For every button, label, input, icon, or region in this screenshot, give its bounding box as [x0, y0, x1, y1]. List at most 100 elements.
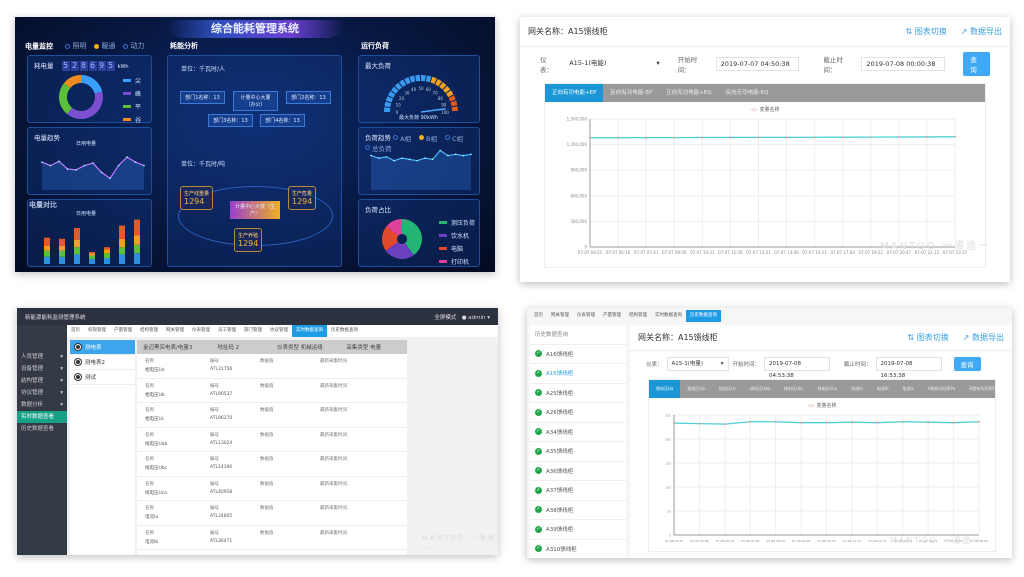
production-node[interactable]: 生产养殖 1294	[234, 228, 263, 252]
table-cell: 编号 ATL90537	[210, 383, 260, 399]
production-center-node[interactable]: 计量中心大楼（生产）	[230, 201, 280, 219]
tab[interactable]: 历史数据查询	[331, 328, 358, 333]
gateway-item[interactable]: ✓ A310馈线柜	[530, 540, 626, 559]
tab[interactable]: 权限管理	[88, 328, 106, 333]
tab[interactable]: 结构管理	[140, 328, 158, 333]
tab[interactable]: 仪表管理	[577, 313, 595, 318]
caret-down-icon: ▾	[720, 361, 724, 367]
tab[interactable]: 相电压Ua	[649, 380, 681, 398]
tab[interactable]: 员工管理	[218, 328, 236, 333]
line-chart: 0 300,000 600,000 900,000 1,200,000 1,500,000…	[567, 117, 968, 256]
query-button[interactable]: 查询	[963, 52, 990, 76]
start-time-input[interactable]: 2019-07-08 04:53:38	[764, 357, 831, 379]
tab[interactable]: 实时数据查询	[655, 313, 682, 318]
tab[interactable]: 网关管理	[551, 313, 569, 318]
tab[interactable]: 相电压Ub	[687, 386, 705, 391]
gateway-item[interactable]: ✓ A26馈线柜	[530, 403, 626, 423]
legend-item: 尖	[123, 76, 141, 85]
dept-node[interactable]: 部门4名称：13	[260, 114, 305, 127]
tab[interactable]: 实时数据查询	[292, 325, 327, 337]
tab-bar: 首页 网关管理 仪表管理 产量管理 结构管理 实时数据查询 历史数据查询	[530, 310, 1012, 322]
gateway-item[interactable]: ✓ A36馈线柜	[530, 462, 626, 481]
node-value: 1294	[238, 239, 259, 248]
end-time-input[interactable]: 2019-07-08 16:53:38	[875, 357, 942, 379]
tab[interactable]: 协议管理	[270, 328, 288, 333]
gateway-item[interactable]: ✓ A38馈线柜	[530, 501, 626, 520]
cell-label: 数据值	[260, 359, 274, 364]
radio-option[interactable]: C相	[445, 133, 463, 143]
dept-node[interactable]: 部门3名称：13	[208, 114, 253, 127]
query-button[interactable]: 查询	[953, 357, 981, 371]
tab[interactable]: B相有功功率Pb	[969, 386, 998, 391]
dept-node[interactable]: 部门2名称：13	[286, 91, 331, 104]
tab[interactable]: 产量管理	[603, 313, 621, 318]
tab[interactable]: 线电压Ubc	[783, 386, 804, 391]
sidebar-item[interactable]: 结构管理 ▾	[17, 375, 67, 387]
dept-node[interactable]: 部门1名称：13	[180, 91, 225, 104]
gateway-item[interactable]: ✓ A35馈线柜	[530, 442, 626, 462]
office-center-node[interactable]: 计量中心大厦（办公）	[233, 91, 278, 111]
tab[interactable]: 反向有功电能-EP	[610, 90, 653, 96]
gateway-item[interactable]: ✓ A34馈线柜	[530, 423, 626, 442]
tab[interactable]: 首页	[534, 313, 543, 318]
tab[interactable]: 首页	[71, 328, 80, 333]
meter-item[interactable]: 测试	[70, 370, 135, 385]
trend-panel: 电量趋势 日用电量	[27, 127, 152, 195]
tab[interactable]: 电流Ia	[851, 386, 863, 391]
fullscreen-button[interactable]: 全屏模式	[434, 314, 457, 321]
export-button[interactable]: ↗ 数据导出	[963, 332, 1004, 343]
radio-option[interactable]: 暖通	[94, 41, 115, 51]
user-menu[interactable]: admin	[468, 314, 486, 321]
meter-select[interactable]: A15-1(电能) ▾	[565, 57, 664, 71]
radio-option[interactable]: B相	[419, 133, 437, 143]
sidebar-item[interactable]: 历史数据查看	[17, 423, 67, 435]
gateway-label: A37馈线柜	[546, 488, 574, 495]
tab[interactable]: 电流Ic	[902, 386, 914, 391]
chart-switch-button[interactable]: ⇅ 图表切换	[906, 26, 947, 37]
sidebar-item[interactable]: 实时数据查看	[17, 411, 67, 423]
production-node[interactable]: 生产危量 1294	[288, 186, 317, 210]
radio-icon	[65, 43, 71, 49]
gateway-item[interactable]: ✓ A39馈线柜	[530, 520, 626, 540]
export-button[interactable]: ↗ 数据导出	[961, 26, 1002, 37]
end-time-input[interactable]: 2019-07-08 00:00:38	[861, 57, 946, 71]
tab[interactable]: 电流Ib	[876, 386, 889, 391]
chart-switch-button[interactable]: ⇅ 图表切换	[908, 332, 949, 343]
production-node[interactable]: 生产线重量 1294	[180, 186, 214, 210]
tab[interactable]: 正向有功电能+EP	[545, 84, 604, 102]
radio-option[interactable]: 动力	[123, 41, 144, 51]
tab[interactable]: 反向无功电能-EQ	[725, 90, 769, 96]
gateway-item[interactable]: ✓ A16馈线柜	[530, 345, 626, 364]
sidebar-item[interactable]: 数据分析 ▾	[17, 399, 67, 411]
sidebar-item[interactable]: 人员管理 ▾	[17, 351, 67, 363]
meter-item[interactable]: 测电表2	[70, 355, 135, 370]
tab[interactable]: 仪表管理	[192, 328, 210, 333]
data-point	[377, 157, 380, 159]
radio-option[interactable]: A相	[393, 133, 411, 143]
radio-option[interactable]: 照明	[65, 41, 86, 51]
gateway-item[interactable]: ✓ A15馈线柜	[530, 364, 626, 384]
tab[interactable]: 网关管理	[166, 328, 184, 333]
avatar[interactable]: ●	[461, 314, 467, 321]
tab[interactable]: A相有功功率Pa	[927, 386, 956, 391]
tab[interactable]: 正向无功电能+EQ	[666, 90, 712, 96]
tab[interactable]: 线电压Uca	[817, 386, 838, 391]
gateway-item[interactable]: ✓ A37馈线柜	[530, 481, 626, 501]
tab[interactable]: 相电压Uc	[718, 386, 736, 391]
sidebar-item[interactable]: 协议管理 ▾	[17, 387, 67, 399]
tab[interactable]: 线电压Uab	[750, 386, 770, 391]
meter-item[interactable]: 测电表	[70, 340, 135, 355]
tab[interactable]: 产量管理	[114, 328, 132, 333]
digit: 6	[88, 61, 97, 71]
start-time-input[interactable]: 2019-07-07 04:50:38	[715, 57, 800, 71]
legend-swatch	[123, 118, 131, 121]
gateway-item[interactable]: ✓ A25馈线柜	[530, 384, 626, 403]
meter-select[interactable]: A15-1(电量) ▾	[666, 357, 729, 371]
tab[interactable]: 部门管理	[244, 328, 262, 333]
radio-option[interactable]: 总负荷	[365, 143, 392, 153]
table-cell: 编号 ATL14390	[210, 456, 260, 472]
tab[interactable]: 结构管理	[629, 313, 647, 318]
sidebar-item[interactable]: 设备管理 ▾	[17, 363, 67, 375]
max-load-title: 最大负荷	[365, 62, 391, 70]
tab[interactable]: 历史数据查询	[686, 310, 721, 322]
